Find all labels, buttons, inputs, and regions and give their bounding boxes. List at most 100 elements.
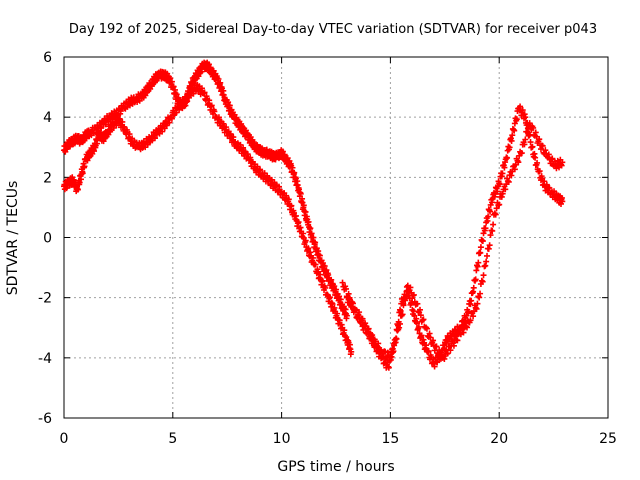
data-point bbox=[430, 337, 437, 344]
data-point bbox=[168, 115, 175, 122]
data-point bbox=[346, 294, 353, 301]
data-point bbox=[403, 293, 410, 300]
data-point bbox=[365, 325, 372, 332]
chart-title: Day 192 of 2025, Sidereal Day-to-day VTE… bbox=[69, 22, 597, 37]
data-point bbox=[454, 337, 461, 344]
data-point bbox=[513, 116, 520, 123]
data-point bbox=[545, 151, 552, 158]
data-point bbox=[423, 342, 430, 349]
data-point bbox=[559, 198, 566, 205]
data-point bbox=[426, 330, 433, 337]
data-point bbox=[396, 324, 403, 331]
data-point bbox=[399, 311, 406, 318]
data-point bbox=[477, 290, 484, 297]
data-point bbox=[551, 188, 558, 195]
data-point bbox=[316, 252, 323, 259]
data-point bbox=[375, 340, 382, 347]
data-point bbox=[369, 332, 376, 339]
data-point bbox=[362, 320, 369, 327]
y-tick-label: 0 bbox=[43, 231, 52, 247]
data-point bbox=[463, 312, 470, 319]
x-axis-label: GPS time / hours bbox=[277, 459, 394, 475]
data-point bbox=[482, 262, 489, 269]
data-point bbox=[325, 271, 332, 278]
data-point bbox=[437, 349, 444, 356]
data-point bbox=[508, 137, 515, 144]
data-point bbox=[485, 213, 492, 220]
data-point bbox=[328, 276, 335, 283]
data-point bbox=[176, 106, 183, 113]
data-point bbox=[499, 170, 506, 177]
data-point bbox=[334, 310, 341, 317]
data-point bbox=[415, 323, 422, 330]
data-point bbox=[508, 172, 515, 179]
data-point bbox=[242, 127, 249, 134]
data-point bbox=[487, 208, 494, 215]
data-point bbox=[74, 186, 81, 193]
data-point bbox=[470, 313, 477, 320]
data-point bbox=[211, 108, 218, 115]
data-point bbox=[312, 261, 319, 268]
y-tick-label: 6 bbox=[43, 50, 52, 66]
data-point bbox=[498, 193, 505, 200]
data-point bbox=[385, 364, 392, 371]
data-point bbox=[499, 190, 506, 197]
data-point bbox=[348, 348, 355, 355]
series-3 bbox=[343, 120, 566, 364]
data-point bbox=[285, 196, 292, 203]
data-point bbox=[536, 168, 543, 175]
data-point bbox=[484, 252, 491, 259]
data-point bbox=[524, 129, 531, 136]
data-point bbox=[482, 225, 489, 232]
data-point bbox=[467, 317, 474, 324]
data-point bbox=[527, 139, 534, 146]
data-point bbox=[288, 202, 295, 209]
data-point bbox=[407, 284, 414, 291]
data-point bbox=[477, 249, 484, 256]
data-point bbox=[519, 107, 526, 114]
data-point bbox=[476, 294, 483, 301]
data-point bbox=[532, 129, 539, 136]
data-point bbox=[400, 302, 407, 309]
data-point bbox=[240, 144, 247, 151]
data-point bbox=[444, 350, 451, 357]
data-point bbox=[493, 205, 500, 212]
data-point bbox=[64, 145, 71, 152]
data-point bbox=[536, 136, 543, 143]
data-point bbox=[417, 312, 424, 319]
data-point bbox=[238, 120, 245, 127]
data-point bbox=[215, 114, 222, 121]
data-point bbox=[343, 285, 350, 292]
data-point bbox=[392, 339, 399, 346]
data-point bbox=[501, 164, 508, 171]
data-point bbox=[542, 147, 549, 154]
x-tick-label: 20 bbox=[490, 431, 508, 447]
data-point bbox=[100, 138, 107, 145]
data-point bbox=[205, 61, 212, 68]
y-tick-label: -6 bbox=[38, 411, 52, 427]
data-point bbox=[396, 320, 403, 327]
data-point bbox=[511, 127, 518, 134]
data-point bbox=[487, 232, 494, 239]
data-point bbox=[472, 276, 479, 283]
data-point bbox=[414, 300, 421, 307]
data-point bbox=[450, 342, 457, 349]
data-point bbox=[546, 185, 553, 192]
data-point bbox=[281, 151, 288, 158]
data-point bbox=[317, 271, 324, 278]
data-point bbox=[142, 92, 149, 99]
y-tick-label: -2 bbox=[38, 291, 52, 307]
data-point bbox=[541, 178, 548, 185]
data-point bbox=[178, 103, 185, 110]
data-point bbox=[326, 294, 333, 301]
data-point bbox=[463, 324, 470, 331]
data-point bbox=[504, 154, 511, 161]
data-point bbox=[463, 323, 470, 330]
data-point bbox=[511, 166, 518, 173]
data-point bbox=[151, 135, 158, 142]
data-point bbox=[521, 141, 528, 148]
data-point bbox=[475, 259, 482, 266]
data-point bbox=[300, 202, 307, 209]
data-point bbox=[170, 83, 177, 90]
data-point bbox=[341, 327, 348, 334]
